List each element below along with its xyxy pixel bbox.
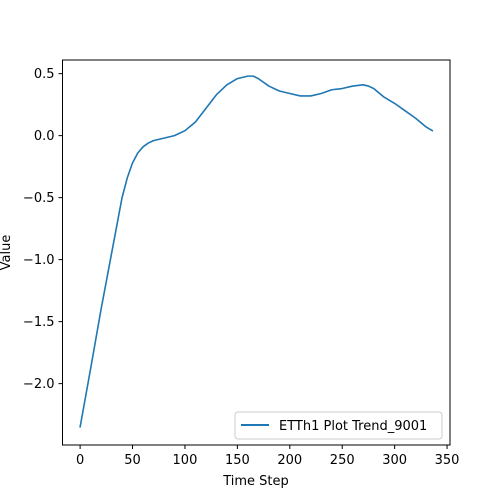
- y-tick-label: −0.5: [23, 191, 55, 206]
- x-tick-label: 300: [382, 453, 407, 468]
- y-tick-label: 0.5: [34, 67, 55, 82]
- y-tick-label: −1.5: [23, 315, 55, 330]
- x-tick-label: 0: [76, 453, 84, 468]
- legend: ETTh1 Plot Trend_9001: [235, 412, 442, 439]
- y-tick-label: −2.0: [23, 377, 55, 392]
- legend-label: ETTh1 Plot Trend_9001: [279, 419, 427, 434]
- axes-frame: [63, 60, 451, 445]
- x-tick-label: 50: [124, 453, 141, 468]
- y-tick-label: −1.0: [23, 253, 55, 268]
- x-tick-label: 250: [330, 453, 355, 468]
- y-tick-label: 0.0: [34, 129, 55, 144]
- x-tick-label: 150: [225, 453, 250, 468]
- x-tick-label: 100: [173, 453, 198, 468]
- series-line-0: [80, 76, 432, 427]
- x-axis-label: Time Step: [222, 474, 289, 489]
- x-tick-label: 350: [435, 453, 460, 468]
- y-axis-label: Value: [0, 235, 14, 271]
- x-tick-label: 200: [277, 453, 302, 468]
